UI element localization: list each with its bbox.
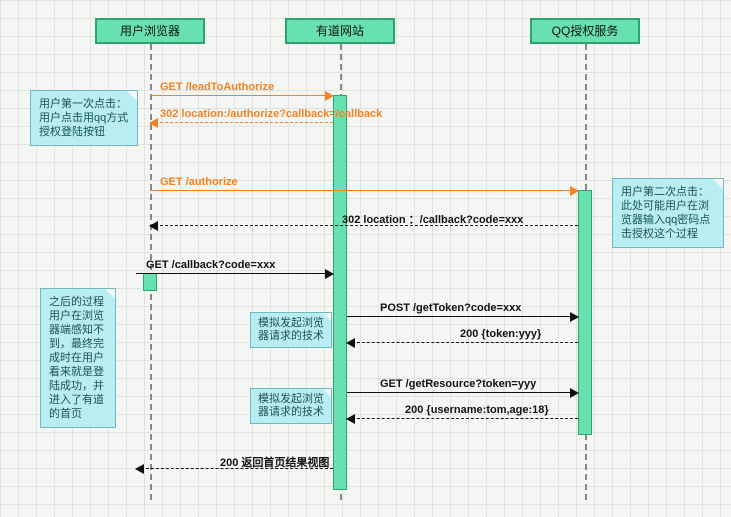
- arrow-m4: [150, 225, 578, 226]
- msg-m9: 200 {username:tom,age:18}: [405, 404, 549, 416]
- techbox-2-text: 模拟发起浏览器请求的技术: [258, 393, 324, 418]
- arrow-head-icon: [570, 312, 579, 322]
- arrow-head-icon: [346, 338, 355, 348]
- msg-m8: GET /getResource?token=yyy: [380, 378, 536, 390]
- actor-youdao: 有道网站: [285, 18, 395, 44]
- arrow-m5: [136, 273, 333, 274]
- note-second-click: 用户第二次点击：此处可能用户在浏览器输入qq密码点击授权这个过程: [612, 178, 724, 248]
- actor-browser-label: 用户浏览器: [120, 24, 180, 38]
- arrow-m8: [347, 392, 578, 393]
- arrow-head-icon: [325, 269, 334, 279]
- arrow-head-icon: [570, 186, 579, 196]
- arrow-m1: [150, 95, 333, 96]
- arrow-m6: [347, 316, 578, 317]
- msg-m1: GET /leadToAuthorize: [160, 81, 274, 93]
- techbox-1: 模拟发起浏览器请求的技术: [250, 312, 332, 348]
- arrow-m9: [347, 418, 578, 419]
- techbox-1-text: 模拟发起浏览器请求的技术: [258, 317, 324, 342]
- actor-qq: QQ授权服务: [530, 18, 640, 44]
- activation-browser: [143, 273, 157, 291]
- actor-browser: 用户浏览器: [95, 18, 205, 44]
- arrow-head-icon: [149, 221, 158, 231]
- techbox-2: 模拟发起浏览器请求的技术: [250, 388, 332, 424]
- arrow-m3: [150, 190, 578, 191]
- arrow-m10: [136, 468, 333, 469]
- actor-youdao-label: 有道网站: [316, 24, 364, 38]
- note-after-process: 之后的过程用户在浏览器端感知不到，最终完成时在用户看来就是登陆成功，并进入了有道…: [40, 288, 116, 428]
- msg-m6: POST /getToken?code=xxx: [380, 302, 521, 314]
- activation-youdao: [333, 95, 347, 490]
- msg-m5: GET /callback?code=xxx: [146, 259, 275, 271]
- arrow-m2: [150, 122, 333, 123]
- msg-m3: GET /authorize: [160, 176, 238, 188]
- arrow-head-icon: [325, 91, 334, 101]
- actor-qq-label: QQ授权服务: [552, 24, 619, 38]
- note-second-click-text: 用户第二次点击：此处可能用户在浏览器输入qq密码点击授权这个过程: [621, 186, 710, 240]
- arrow-head-icon: [135, 464, 144, 474]
- activation-qq: [578, 190, 592, 435]
- lifeline-browser: [150, 44, 152, 500]
- note-first-click: 用户第一次点击：用户点击用qq方式授权登陆按钮: [30, 90, 138, 146]
- arrow-head-icon: [570, 388, 579, 398]
- arrow-m7: [347, 342, 578, 343]
- note-after-process-text: 之后的过程用户在浏览器端感知不到，最终完成时在用户看来就是登陆成功，并进入了有道…: [49, 296, 104, 420]
- msg-m2: 302 location:/authorize?callback=/callba…: [160, 108, 382, 120]
- msg-m7: 200 {token:yyy}: [460, 328, 541, 340]
- note-first-click-text: 用户第一次点击：用户点击用qq方式授权登陆按钮: [39, 98, 128, 138]
- arrow-head-icon: [346, 414, 355, 424]
- arrow-head-icon: [149, 118, 158, 128]
